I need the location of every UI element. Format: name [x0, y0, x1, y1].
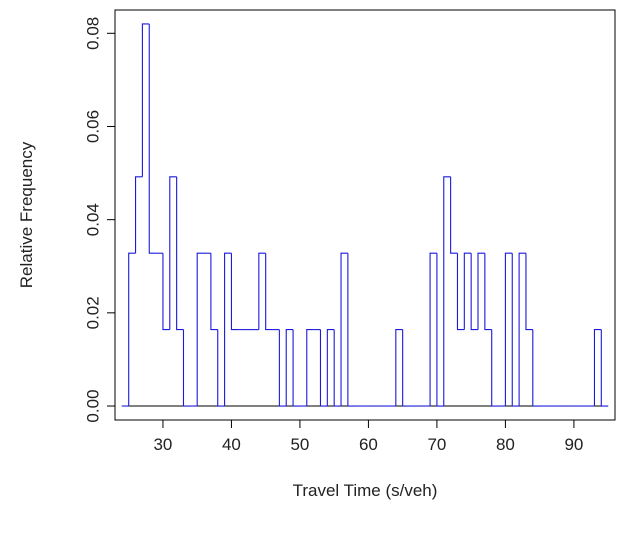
histogram-bin	[436, 253, 444, 407]
histogram-bin	[230, 253, 239, 331]
x-tick-label: 70	[427, 435, 446, 454]
x-tick-label: 80	[496, 435, 515, 454]
histogram-bin	[491, 329, 499, 407]
histogram-bin	[319, 329, 328, 407]
histogram-bin	[443, 176, 451, 407]
y-tick-label: 0.00	[84, 389, 103, 422]
histogram-bin	[429, 252, 437, 407]
x-tick-label: 60	[359, 435, 378, 454]
histogram-bin	[278, 329, 287, 407]
histogram-bin	[210, 253, 218, 331]
histogram-bin	[128, 252, 136, 407]
y-axis-label: Relative Frequency	[17, 141, 36, 288]
step-outline-group	[121, 23, 609, 407]
x-axis-label: Travel Time (s/veh)	[293, 481, 438, 500]
histogram-bin	[182, 329, 191, 407]
histogram-bin	[532, 329, 540, 407]
y-tick-label: 0.02	[84, 296, 103, 329]
histogram-bin	[292, 329, 300, 407]
histogram-bin	[518, 252, 526, 407]
histogram-bin	[511, 253, 520, 407]
histogram-bin	[176, 176, 184, 331]
histogram-bin	[135, 176, 143, 254]
x-axis: 30 40 50 60 70 80 90	[153, 419, 583, 454]
x-tick-label: 90	[564, 435, 583, 454]
histogram-bin	[340, 252, 348, 407]
y-tick-label: 0.08	[83, 17, 102, 50]
histogram-bin	[600, 329, 609, 407]
histogram-bin	[504, 252, 513, 407]
histogram-bin	[141, 23, 150, 177]
histogram-bin	[169, 176, 177, 330]
y-axis: 0.00 0.02 0.04 0.06 0.08	[83, 17, 116, 423]
histogram-bin	[162, 253, 170, 331]
histogram-bin	[450, 176, 458, 254]
histogram-bin	[258, 252, 266, 330]
y-tick-label: 0.04	[83, 203, 102, 236]
histogram-bin	[148, 23, 157, 254]
histogram-bin	[402, 329, 410, 407]
x-tick-label: 30	[153, 435, 172, 454]
histogram-bin	[217, 329, 225, 407]
histogram-bin	[484, 253, 492, 331]
histogram-bin	[306, 329, 314, 407]
x-tick-label: 50	[290, 435, 309, 454]
histogram-bin	[333, 329, 342, 407]
histogram-bin	[196, 252, 205, 407]
histogram-bin	[470, 253, 479, 331]
histogram-bin	[224, 252, 232, 407]
histogram-bin	[593, 329, 602, 407]
histogram-bin	[456, 253, 465, 331]
histogram-bin	[285, 329, 294, 407]
histogram-bin	[265, 253, 273, 331]
histogram-bin	[347, 253, 355, 407]
plot-frame	[114, 9, 616, 421]
histogram-bin	[463, 252, 472, 330]
histogram-bin	[525, 253, 533, 331]
histogram-bin	[326, 329, 335, 407]
y-tick-label: 0.06	[83, 110, 102, 143]
x-tick-label: 40	[222, 435, 241, 454]
histogram-bin	[395, 329, 403, 407]
histogram-bin	[477, 252, 485, 330]
